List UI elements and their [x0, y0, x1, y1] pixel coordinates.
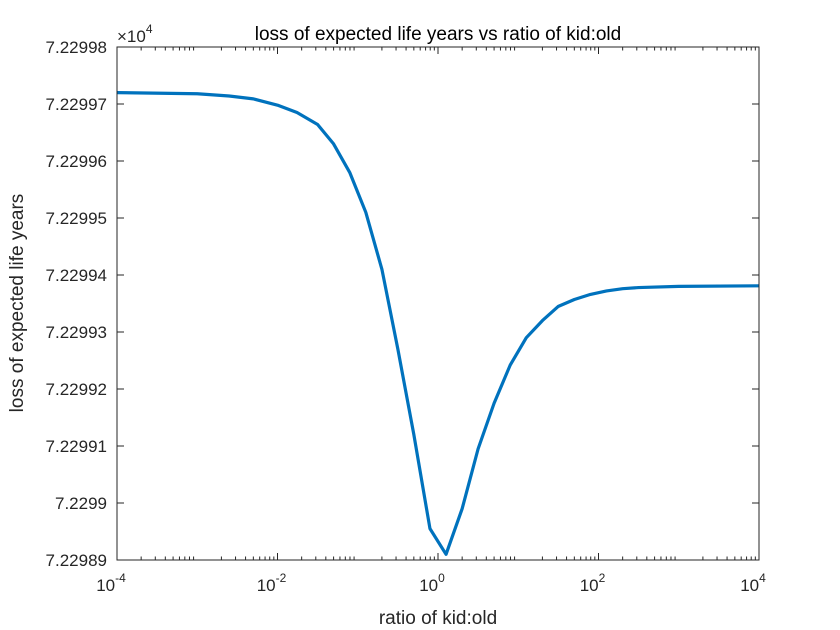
chart-title: loss of expected life years vs ratio of … — [255, 24, 621, 45]
series-layer — [116, 91, 760, 556]
x-tick-label-exponent: -4 — [115, 571, 126, 585]
x-tick-label: 104 — [740, 571, 766, 595]
y-tick-label: 7.22992 — [46, 380, 107, 399]
y-tick-label: 7.22995 — [46, 209, 107, 228]
y-exponent-label: ×104 — [117, 22, 153, 46]
x-tick-label-base: 10 — [740, 576, 759, 595]
y-exponent-base: ×10 — [117, 27, 146, 46]
x-tick-label-base: 10 — [257, 576, 276, 595]
x-tick-label-exponent: 0 — [438, 571, 445, 585]
labels-layer: 10-4 10-2 100 102 1047.229897.22997.229917.2… — [46, 38, 767, 595]
series-line — [116, 91, 760, 556]
y-tick-label: 7.22996 — [46, 152, 107, 171]
y-axis-title: loss of expected life years — [7, 194, 28, 413]
x-tick-label-base: 10 — [96, 576, 115, 595]
x-tick-label: 102 — [580, 571, 606, 595]
y-tick-label: 7.2299 — [55, 494, 107, 513]
y-tick-label: 7.22989 — [46, 551, 107, 570]
plot-area — [117, 47, 759, 560]
y-tick-label: 7.22991 — [46, 437, 107, 456]
x-tick-label: 10-4 — [96, 571, 126, 595]
x-tick-label: 100 — [419, 571, 445, 595]
x-tick-label: 10-2 — [257, 571, 287, 595]
y-tick-label: 7.22997 — [46, 95, 107, 114]
x-tick-label-base: 10 — [580, 576, 599, 595]
y-exponent-power: 4 — [146, 22, 153, 36]
x-tick-label-exponent: 2 — [599, 571, 606, 585]
x-tick-label-exponent: 4 — [759, 571, 766, 585]
plot-frame — [116, 46, 760, 561]
x-tick-label-exponent: -2 — [276, 571, 287, 585]
x-tick-label-base: 10 — [419, 576, 438, 595]
y-tick-label: 7.22998 — [46, 38, 107, 57]
y-tick-label: 7.22994 — [46, 266, 107, 285]
y-tick-label: 7.22993 — [46, 323, 107, 342]
x-axis-title: ratio of kid:old — [379, 608, 497, 629]
